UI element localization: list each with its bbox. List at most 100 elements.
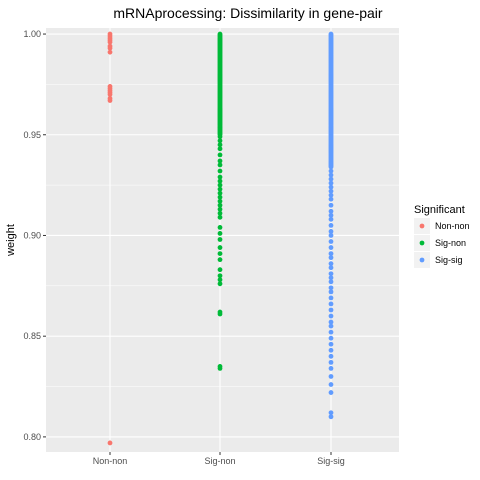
y-axis-ticks: 0.80 0.85 0.90 0.95 1.00 xyxy=(23,29,46,442)
legend-label: Sig-sig xyxy=(435,255,463,265)
data-point xyxy=(328,168,334,174)
data-point xyxy=(217,257,223,263)
data-point xyxy=(328,216,334,222)
data-point xyxy=(217,198,223,204)
data-point xyxy=(328,307,334,313)
data-point xyxy=(217,142,223,148)
x-tick-label: Non-non xyxy=(93,456,128,466)
data-point xyxy=(217,251,223,256)
data-point xyxy=(328,261,334,267)
data-points xyxy=(107,31,334,446)
data-point xyxy=(107,92,113,97)
x-tick-label: Sig-sig xyxy=(317,456,345,466)
data-point xyxy=(217,210,223,216)
data-point xyxy=(328,390,334,395)
data-point xyxy=(217,202,223,208)
data-point xyxy=(217,174,223,180)
minor-gridlines xyxy=(46,84,399,387)
data-point xyxy=(328,188,334,194)
data-point xyxy=(217,190,223,196)
data-point xyxy=(107,440,113,446)
x-axis-ticks: Non-non Sig-non Sig-sig xyxy=(93,452,345,466)
data-point xyxy=(328,245,334,250)
data-point xyxy=(328,172,334,178)
data-point xyxy=(107,39,113,45)
data-point xyxy=(328,176,334,182)
data-point xyxy=(107,49,113,55)
data-point xyxy=(217,206,223,212)
y-tick-label: 1.00 xyxy=(23,29,41,39)
y-axis-title: weight xyxy=(5,224,17,257)
data-point xyxy=(217,214,223,220)
data-point xyxy=(328,366,334,371)
data-point xyxy=(217,168,223,174)
data-point xyxy=(328,196,334,202)
data-point xyxy=(328,255,334,261)
data-point xyxy=(217,231,223,236)
y-tick-label: 0.85 xyxy=(23,331,41,341)
data-point xyxy=(328,239,334,244)
data-point xyxy=(328,233,334,238)
data-point xyxy=(328,353,334,359)
y-tick-label: 0.95 xyxy=(23,130,41,140)
data-point xyxy=(328,164,334,170)
plot-panel xyxy=(46,28,399,452)
data-point xyxy=(328,301,334,307)
legend: Significant Non-non Sig-non Sig-sig xyxy=(414,204,470,268)
data-point xyxy=(328,208,334,214)
data-point xyxy=(217,162,223,168)
data-point xyxy=(328,289,334,295)
data-point xyxy=(328,275,334,281)
data-point xyxy=(217,152,223,158)
data-point xyxy=(328,192,334,198)
legend-marker xyxy=(419,240,425,246)
data-point xyxy=(328,335,334,341)
x-tick-label: Sig-non xyxy=(204,456,235,466)
data-point xyxy=(328,341,334,347)
data-point xyxy=(328,180,334,186)
legend-marker xyxy=(419,223,425,229)
data-point xyxy=(328,414,334,420)
data-point xyxy=(328,319,334,325)
data-point xyxy=(217,311,223,317)
data-point xyxy=(328,285,334,291)
data-point xyxy=(217,178,223,184)
data-point xyxy=(217,225,223,230)
legend-label: Non-non xyxy=(435,221,470,231)
data-point xyxy=(328,295,334,301)
data-point xyxy=(328,347,334,353)
data-point xyxy=(328,313,334,319)
data-point xyxy=(217,245,223,250)
data-point xyxy=(217,277,223,283)
data-point xyxy=(217,273,223,279)
chart-title: mRNAprocessing: Dissimilarity in gene-pa… xyxy=(113,5,383,21)
data-point xyxy=(328,212,334,218)
data-point xyxy=(217,186,223,192)
data-point xyxy=(328,410,334,416)
data-point xyxy=(328,223,334,228)
data-point xyxy=(328,271,334,277)
legend-label: Sig-non xyxy=(435,238,466,248)
data-point xyxy=(217,237,223,242)
data-point xyxy=(328,374,334,379)
data-point xyxy=(328,265,334,271)
y-tick-label: 0.80 xyxy=(23,432,41,442)
data-point xyxy=(217,267,223,273)
data-point xyxy=(328,323,334,329)
data-point xyxy=(217,366,223,371)
data-point xyxy=(217,281,223,287)
data-point xyxy=(328,184,334,190)
data-point xyxy=(328,359,334,365)
data-point xyxy=(217,182,223,188)
data-point xyxy=(328,382,334,387)
data-point xyxy=(217,146,223,152)
data-point xyxy=(217,132,223,138)
data-point xyxy=(328,279,334,285)
data-point xyxy=(217,138,223,144)
data-point xyxy=(107,45,113,51)
y-tick-label: 0.90 xyxy=(23,230,41,240)
data-point xyxy=(107,98,113,103)
legend-marker xyxy=(419,257,425,263)
data-point xyxy=(217,158,223,164)
